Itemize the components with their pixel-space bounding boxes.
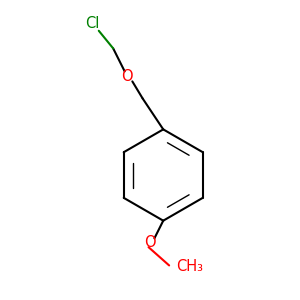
Text: O: O	[121, 69, 133, 84]
Text: O: O	[144, 235, 156, 250]
Text: CH₃: CH₃	[176, 260, 203, 274]
Text: Cl: Cl	[85, 16, 99, 31]
